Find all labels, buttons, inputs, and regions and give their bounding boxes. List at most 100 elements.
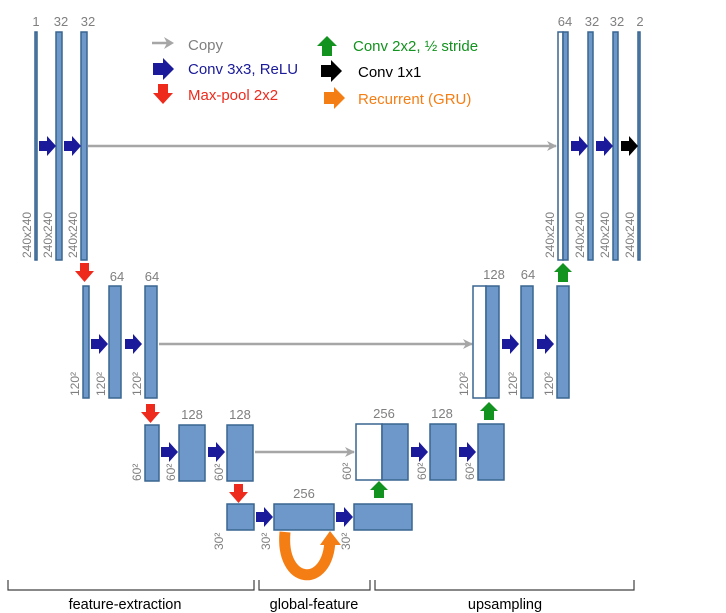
dim-label: 60² [212, 464, 226, 481]
block-l2-conv1 [108, 285, 122, 399]
dim-label: 120² [457, 372, 471, 396]
conv1-arrow-icon [621, 136, 638, 156]
maxpool-arrow-icon [229, 484, 248, 503]
section-label-global-feature: global-feature [270, 597, 359, 613]
dim-label: 120² [542, 372, 556, 396]
upconv-arrow-icon [370, 481, 388, 498]
section-label-upsampling: upsampling [468, 597, 542, 613]
encoder-level3: 128 128 60² 60² 60² [130, 407, 254, 482]
dim-label: 240x240 [598, 212, 612, 258]
copy-arrow-icon [152, 37, 174, 49]
dim-label: 240x240 [623, 212, 637, 258]
bracket-global-feature [258, 580, 371, 591]
maxpool-arrow-icon [75, 263, 94, 282]
block-l1-conv1 [55, 31, 63, 261]
decoder-level3: 256 128 60² 60² 60² [340, 402, 505, 498]
block-u2-up [485, 285, 500, 399]
legend-maxpool-label: Max-pool 2x2 [188, 87, 278, 104]
conv3-arrow-icon [125, 334, 142, 354]
channel-label: 64 [521, 267, 535, 282]
dim-label: 120² [68, 372, 82, 396]
recurrent-arrow-icon [324, 87, 345, 109]
conv3-arrow-icon [161, 442, 178, 462]
dim-label: 240x240 [20, 212, 34, 258]
block-l3-pool [144, 424, 160, 482]
legend-recurrent-label: Recurrent (GRU) [358, 91, 471, 108]
bottleneck-level: 256 30² 30² 30² [212, 486, 413, 581]
block-u2-conv1 [520, 285, 534, 399]
block-u1-up [562, 31, 569, 261]
upconv-arrow-icon [480, 402, 498, 420]
dim-label: 60² [463, 463, 477, 480]
channel-label: 128 [483, 267, 505, 282]
conv3-arrow-icon [91, 334, 108, 354]
dim-label: 60² [164, 464, 178, 481]
dim-label: 30² [212, 533, 226, 550]
block-l4-gru [273, 503, 335, 531]
channel-label: 32 [54, 14, 68, 29]
conv3-arrow-icon [256, 507, 273, 527]
dim-label: 60² [415, 463, 429, 480]
dim-label: 120² [94, 372, 108, 396]
conv3-arrow-icon [336, 507, 353, 527]
channel-label: 2 [636, 14, 643, 29]
conv3-arrow-icon [39, 136, 56, 156]
block-u3-conv1 [429, 423, 457, 481]
dim-label: 120² [506, 372, 520, 396]
block-l2-pool [82, 285, 90, 399]
conv3-arrow-icon [208, 442, 225, 462]
dim-label: 30² [339, 533, 353, 550]
dim-label: 240x240 [41, 212, 55, 258]
block-u3-up [381, 423, 409, 481]
block-l2-conv2 [144, 285, 158, 399]
channel-label: 32 [81, 14, 95, 29]
dim-label: 240x240 [573, 212, 587, 258]
dim-label: 30² [259, 533, 273, 550]
block-u1-output [637, 31, 641, 261]
block-l4-out [353, 503, 413, 531]
bracket-upsampling [374, 580, 635, 591]
block-l1-conv2 [80, 31, 88, 261]
dim-label: 240x240 [66, 212, 80, 258]
channel-label: 128 [181, 407, 203, 422]
block-u2-conv2 [556, 285, 570, 399]
block-u3-conv2 [477, 423, 505, 481]
block-l3-conv2 [226, 424, 254, 482]
dim-label: 120² [130, 372, 144, 396]
conv3-arrow-icon [596, 136, 613, 156]
conv3-arrow-icon [459, 442, 476, 462]
block-l1-input [34, 31, 38, 261]
channel-label: 128 [229, 407, 251, 422]
legend-conv3-label: Conv 3x3, ReLU [188, 61, 298, 78]
conv3-arrow-icon [571, 136, 588, 156]
block-u1-conv2 [612, 31, 619, 261]
conv3-arrow-icon [537, 334, 554, 354]
channel-label: 64 [110, 269, 124, 284]
legend-conv1-label: Conv 1x1 [358, 64, 421, 81]
maxpool-arrow-icon [141, 404, 160, 423]
channel-label: 256 [293, 486, 315, 501]
conv3-arrow-icon [411, 442, 428, 462]
conv3-arrow-icon [153, 58, 174, 80]
dim-label: 60² [340, 463, 354, 480]
channel-label: 64 [558, 14, 572, 29]
encoder-level2: 64 64 120² 120² 120² [68, 269, 159, 399]
decoder-level1: 64 32 32 2 240x240 240x240 240x240 240x2… [543, 14, 644, 261]
dim-label: 60² [130, 464, 144, 481]
channel-label: 32 [585, 14, 599, 29]
block-u1-conv1 [587, 31, 594, 261]
block-u2-copy [472, 285, 487, 399]
conv3-arrow-icon [502, 334, 519, 354]
section-label-feature-extraction: feature-extraction [69, 597, 182, 613]
block-l4-pool [226, 503, 255, 531]
bracket-feature-extraction [7, 580, 255, 591]
recurrent-loop-icon [279, 531, 341, 581]
encoder-level1: 1 32 32 240x240 240x240 240x240 [20, 14, 95, 261]
block-u3-copy [355, 423, 383, 481]
legend-copy-label: Copy [188, 37, 224, 54]
section-brackets: feature-extraction global-feature upsamp… [7, 580, 635, 613]
conv3-arrow-icon [64, 136, 81, 156]
channel-label: 64 [145, 269, 159, 284]
block-l3-conv1 [178, 424, 206, 482]
